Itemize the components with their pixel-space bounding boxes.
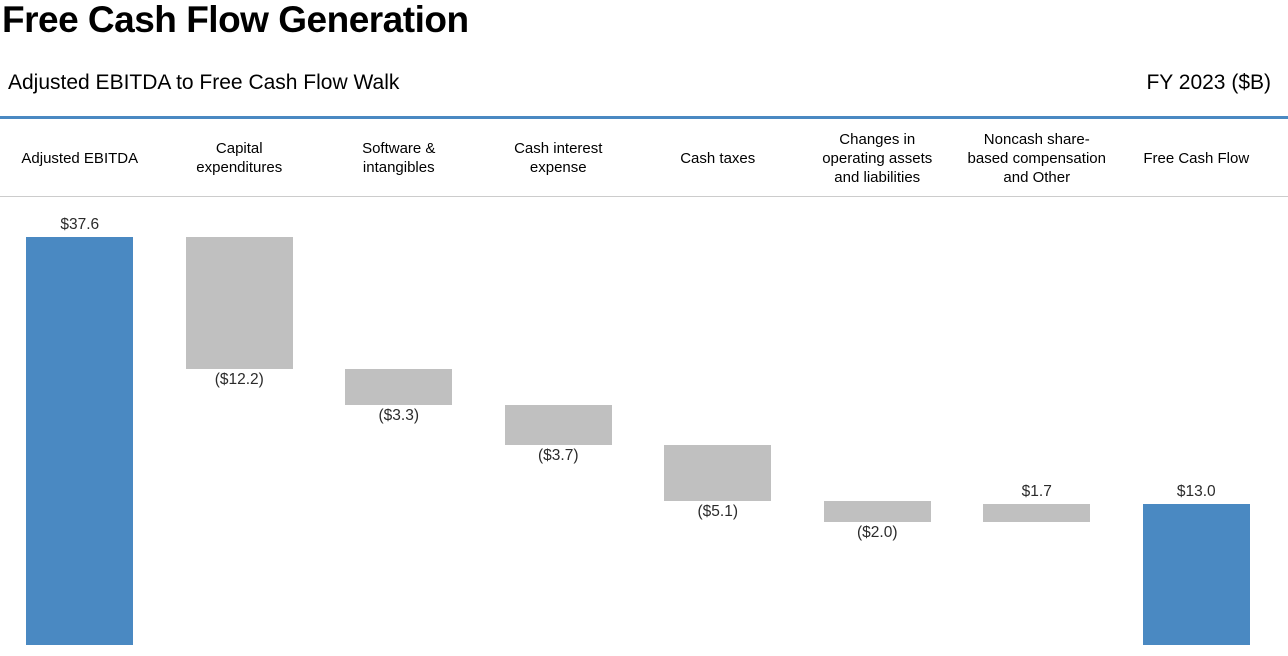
bar-changes-in-operating-assets-and-liabilities [823, 500, 931, 523]
value-label-cash-interest-expense: ($3.7) [538, 447, 579, 465]
page-title: Free Cash Flow Generation [2, 0, 469, 40]
value-label-capital-expenditures: ($12.2) [214, 371, 264, 389]
bar-cash-interest-expense [504, 405, 612, 446]
period-label: FY 2023 ($B) [1146, 71, 1271, 94]
bar-software-intangibles [345, 369, 453, 406]
column-header-noncash-share-based-compensation-and-other: Noncash share- based compensation and Ot… [967, 130, 1106, 186]
value-label-adjusted-ebitda: $37.6 [60, 216, 100, 233]
value-label-noncash-share-based-compensation-and-other: $1.7 [1021, 482, 1052, 500]
column-header-cash-taxes: Cash taxes [680, 149, 756, 167]
column-header-capital-expenditures: Capital expenditures [196, 140, 283, 176]
accent-divider [0, 116, 1288, 119]
chart-subtitle: Adjusted EBITDA to Free Cash Flow Walk [8, 71, 400, 94]
value-label-free-cash-flow: $13.0 [1176, 482, 1216, 500]
bar-cash-taxes [664, 445, 772, 501]
column-header-cash-interest-expense: Cash interest expense [514, 140, 603, 176]
bar-noncash-share-based-compensation-and-other [983, 503, 1091, 523]
column-header-adjusted-ebitda: Adjusted EBITDA [21, 149, 139, 167]
header-divider [0, 196, 1288, 197]
column-header-free-cash-flow: Free Cash Flow [1143, 149, 1250, 167]
value-label-changes-in-operating-assets-and-liabilities: ($2.0) [857, 524, 898, 542]
value-label-software-intangibles: ($3.3) [378, 407, 420, 425]
bar-capital-expenditures [185, 237, 293, 370]
column-header-software-intangibles: Software & intangibles [362, 140, 436, 176]
column-header-changes-in-operating-assets-and-liabilities: Changes in operating assets and liabilit… [822, 130, 933, 186]
bar-adjusted-ebitda [26, 237, 134, 645]
subtitle-row: Adjusted EBITDA to Free Cash Flow Walk F… [8, 70, 1271, 96]
bar-free-cash-flow [1142, 503, 1250, 645]
category-header-row: Adjusted EBITDA Capital expenditures Softw… [0, 120, 1276, 196]
waterfall-chart: $37.6 ($12.2) ($3.3) ($3.7) ($5.1) ($2.0) $1.7… [0, 196, 1276, 656]
value-label-cash-taxes: ($5.1) [697, 502, 739, 520]
